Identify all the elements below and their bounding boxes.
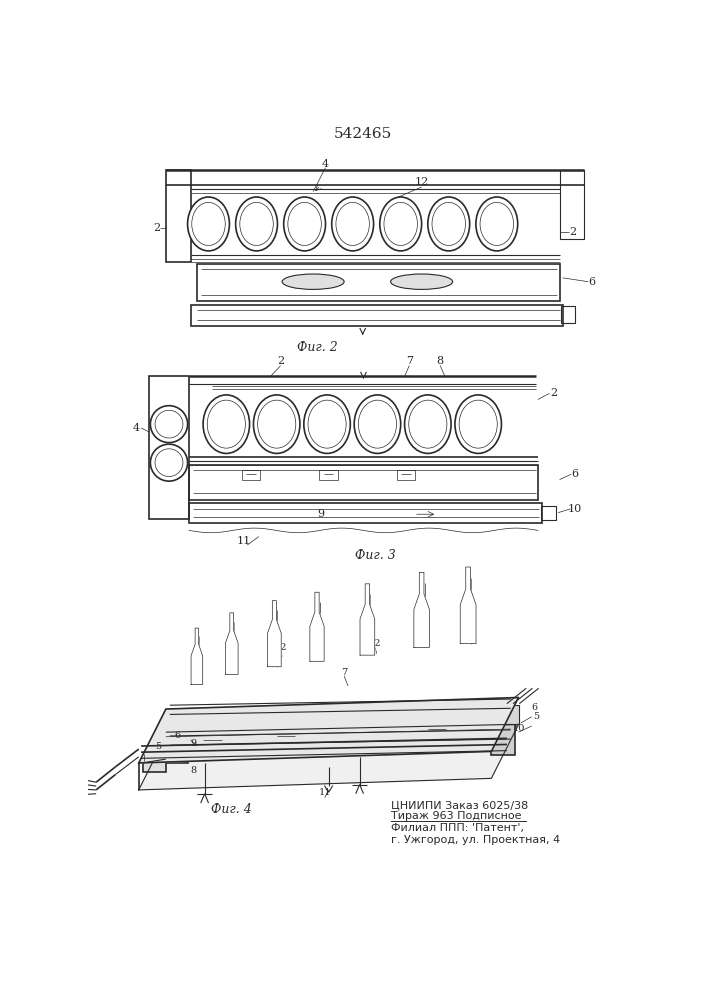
Ellipse shape <box>187 197 230 251</box>
Polygon shape <box>360 584 375 655</box>
Text: Фиг. 3: Фиг. 3 <box>355 549 395 562</box>
Polygon shape <box>267 601 281 667</box>
Bar <box>320 470 338 480</box>
Ellipse shape <box>235 197 277 251</box>
Bar <box>559 170 585 239</box>
Bar <box>491 724 515 755</box>
Ellipse shape <box>282 274 344 289</box>
Ellipse shape <box>284 197 325 251</box>
Text: 542465: 542465 <box>334 127 392 141</box>
Polygon shape <box>191 628 203 684</box>
Bar <box>164 728 187 763</box>
Bar <box>189 465 538 500</box>
Ellipse shape <box>428 197 469 251</box>
Polygon shape <box>139 698 518 763</box>
Text: 11: 11 <box>236 536 250 546</box>
Bar <box>189 503 542 523</box>
Polygon shape <box>460 567 476 644</box>
Text: 2: 2 <box>277 356 284 366</box>
Text: 5: 5 <box>155 742 161 751</box>
Bar <box>197 264 559 301</box>
Text: 12: 12 <box>414 177 428 187</box>
Bar <box>541 506 556 520</box>
Text: ЦНИИПИ Заказ 6025/38: ЦНИИПИ Заказ 6025/38 <box>391 800 528 810</box>
Text: 8: 8 <box>190 766 196 775</box>
Text: 8: 8 <box>437 356 444 366</box>
Bar <box>491 705 518 724</box>
Text: 4: 4 <box>322 159 329 169</box>
Ellipse shape <box>151 406 187 443</box>
Text: 10: 10 <box>568 504 582 514</box>
Text: Филиал ППП: 'Патент',: Филиал ППП: 'Патент', <box>391 823 524 833</box>
Polygon shape <box>310 592 324 661</box>
Text: 4: 4 <box>133 423 140 433</box>
Text: 2: 2 <box>153 223 160 233</box>
Text: 2: 2 <box>226 651 233 660</box>
Bar <box>203 730 222 751</box>
Ellipse shape <box>476 197 518 251</box>
Text: 2: 2 <box>550 388 557 398</box>
Text: 10: 10 <box>513 724 525 733</box>
Bar <box>428 719 446 740</box>
Bar <box>276 726 296 748</box>
Ellipse shape <box>380 197 421 251</box>
Bar <box>354 722 373 744</box>
Bar <box>191 305 563 326</box>
Bar <box>143 755 166 772</box>
Bar <box>397 470 416 480</box>
Text: 9: 9 <box>317 509 325 519</box>
Text: 5: 5 <box>533 712 539 721</box>
Text: 6: 6 <box>531 703 537 712</box>
Bar <box>561 306 575 323</box>
Ellipse shape <box>253 395 300 453</box>
Text: 6: 6 <box>571 469 578 479</box>
Text: г. Ужгород, ул. Проектная, 4: г. Ужгород, ул. Проектная, 4 <box>391 835 560 845</box>
Bar <box>166 170 191 262</box>
Text: 7: 7 <box>341 668 347 677</box>
Ellipse shape <box>203 395 250 453</box>
Text: Фиг. 4: Фиг. 4 <box>211 803 252 816</box>
Ellipse shape <box>391 274 452 289</box>
Ellipse shape <box>455 395 501 453</box>
Text: 11: 11 <box>318 788 331 797</box>
Text: 6: 6 <box>175 732 180 740</box>
Polygon shape <box>226 613 238 674</box>
Text: 12: 12 <box>369 639 381 648</box>
Ellipse shape <box>151 444 187 481</box>
Text: 6: 6 <box>588 277 596 287</box>
Polygon shape <box>139 724 518 790</box>
Text: 2: 2 <box>569 227 576 237</box>
Ellipse shape <box>304 395 351 453</box>
Text: 7: 7 <box>406 356 413 366</box>
Text: Фиг. 2: Фиг. 2 <box>298 341 338 354</box>
Bar <box>149 376 189 519</box>
Ellipse shape <box>332 197 373 251</box>
Polygon shape <box>414 572 429 647</box>
Text: Тираж 963 Подписное: Тираж 963 Подписное <box>391 811 521 821</box>
Text: 12: 12 <box>274 643 287 652</box>
Bar <box>242 470 260 480</box>
Ellipse shape <box>354 395 401 453</box>
Ellipse shape <box>404 395 451 453</box>
Text: 9: 9 <box>190 739 196 748</box>
